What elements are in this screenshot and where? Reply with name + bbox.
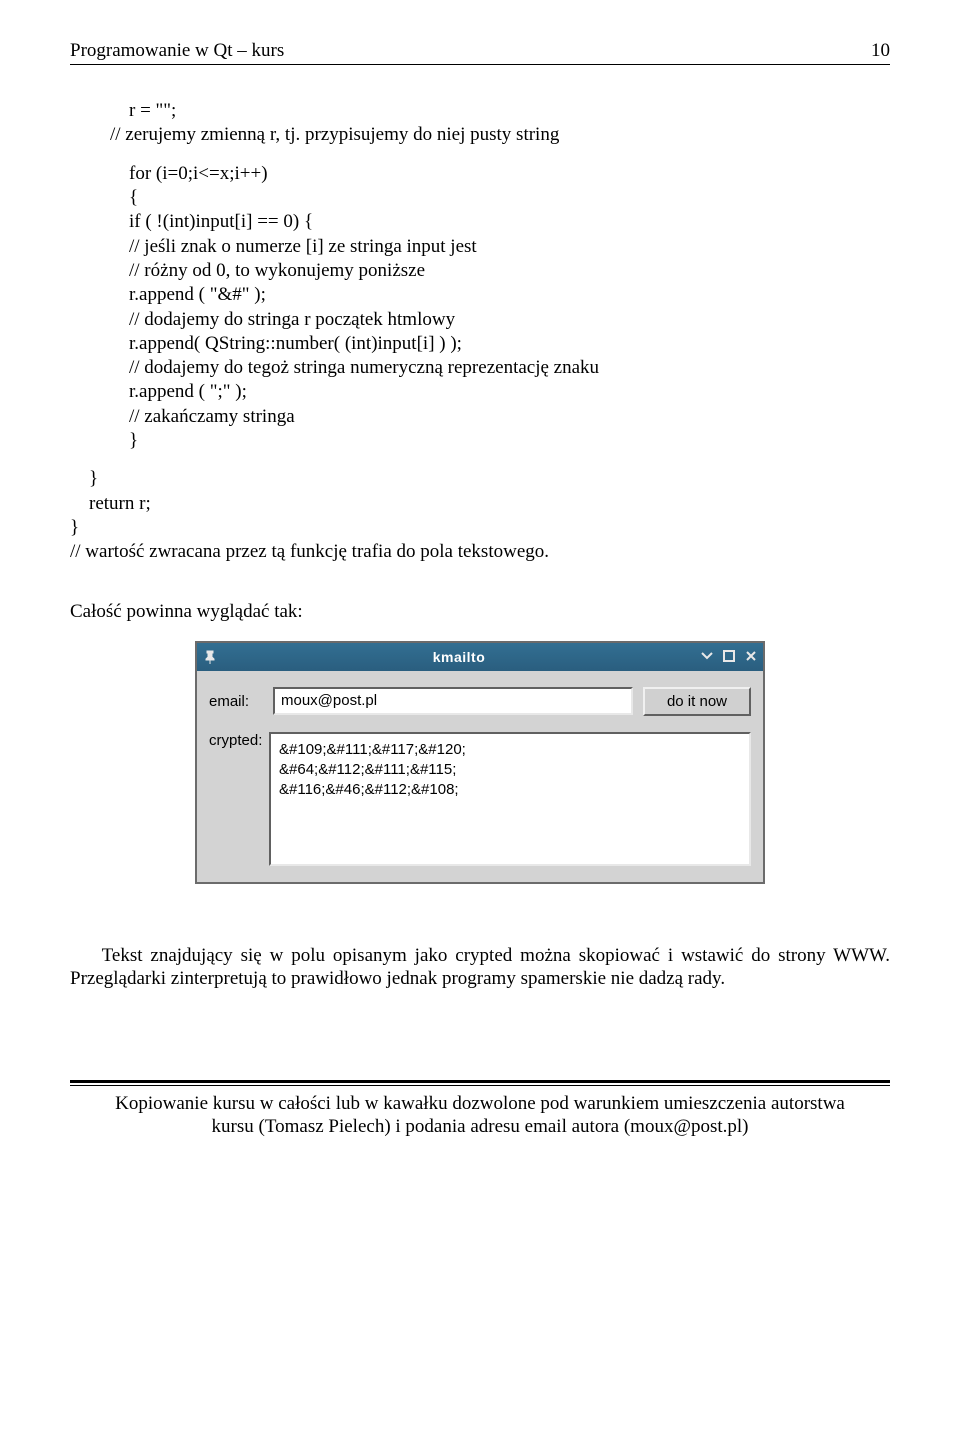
code-block-1: r = ""; // zerujemy zmienną r, tj. przyp… <box>110 99 890 148</box>
email-label: email: <box>209 693 263 710</box>
window-body: email: moux@post.pl do it now crypted: &… <box>197 671 763 882</box>
minimize-icon[interactable] <box>701 649 713 665</box>
pin-icon <box>203 650 217 664</box>
footer-rule-thick <box>70 1080 890 1083</box>
maximize-icon[interactable] <box>723 649 735 665</box>
header-title: Programowanie w Qt – kurs <box>70 40 284 62</box>
footer: Kopiowanie kursu w całości lub w kawałku… <box>70 1092 890 1138</box>
close-icon[interactable] <box>745 649 757 665</box>
do-it-now-button[interactable]: do it now <box>643 687 751 716</box>
window-title: kmailto <box>217 649 701 665</box>
footer-line-2: kursu (Tomasz Pielech) i podania adresu … <box>70 1115 890 1138</box>
header-rule <box>70 64 890 65</box>
crypted-field[interactable]: &#109;&#111;&#117;&#120; &#64;&#112;&#11… <box>269 732 751 866</box>
crypted-label: crypted: <box>209 732 263 749</box>
email-field[interactable]: moux@post.pl <box>273 687 633 715</box>
app-screenshot: kmailto email: moux@post.pl <box>195 641 765 884</box>
bottom-paragraph: Tekst znajdujący się w polu opisanym jak… <box>70 944 890 990</box>
kmailto-window: kmailto email: moux@post.pl <box>195 641 765 884</box>
paragraph-intro: Całość powinna wyglądać tak: <box>70 601 890 623</box>
code-block-3: } return r; } // wartość zwracana przez … <box>70 467 890 564</box>
page-number: 10 <box>871 40 890 62</box>
code-block-2: for (i=0;i<=x;i++) { if ( !(int)input[i]… <box>110 162 890 454</box>
footer-rule-thin <box>70 1085 890 1086</box>
window-titlebar: kmailto <box>197 643 763 671</box>
page-header: Programowanie w Qt – kurs 10 <box>70 40 890 62</box>
footer-line-1: Kopiowanie kursu w całości lub w kawałku… <box>70 1092 890 1115</box>
